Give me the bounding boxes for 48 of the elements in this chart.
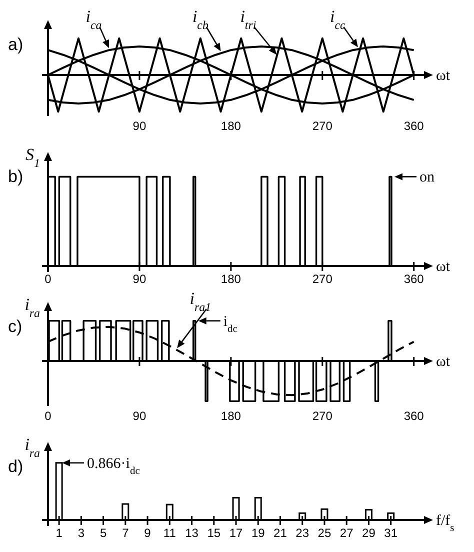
- x-axis-title: ωt: [436, 68, 451, 84]
- series-label: i$_{cc}$: [330, 7, 346, 32]
- x-tick-label: 1: [56, 526, 63, 540]
- y-axis-title: i$_{ra}$: [24, 435, 40, 460]
- x-tick-label: 270: [312, 119, 333, 133]
- x-tick-label: 180: [220, 409, 242, 423]
- x-axis-title: f/f$_{s}$: [436, 513, 454, 534]
- chart-title: b): [8, 167, 24, 186]
- x-tick-label: 360: [404, 272, 424, 286]
- x-tick-label: 360: [404, 119, 424, 133]
- x-tick-label: 270: [312, 409, 333, 423]
- x-tick-label: 9: [144, 526, 152, 540]
- x-tick-label: 21: [274, 526, 288, 540]
- chart-title: a): [8, 35, 24, 54]
- x-tick-label: 25: [318, 526, 332, 540]
- x-tick-label: 11: [163, 526, 176, 540]
- series-label: i$_{tri}$: [240, 7, 256, 32]
- x-tick-label: 7: [122, 526, 130, 540]
- annotation: 0.866·i$_{dc}$: [87, 456, 140, 476]
- x-tick-label: 180: [220, 119, 242, 133]
- x-tick-label: 90: [132, 272, 146, 286]
- text: i$_{ra1}$: [190, 289, 212, 314]
- chart-title: c): [8, 317, 22, 336]
- x-tick-label: 31: [384, 526, 398, 540]
- x-tick-label: 17: [229, 526, 243, 540]
- x-tick-label: 270: [312, 272, 333, 286]
- chart-title: d): [8, 457, 24, 476]
- x-tick-label: 0: [44, 409, 52, 423]
- x-axis-title: ωt: [436, 354, 451, 370]
- x-tick-label: 3: [78, 526, 85, 540]
- x-tick-label: 0: [44, 272, 52, 286]
- x-tick-label: 5: [100, 526, 107, 540]
- x-tick-label: 360: [404, 409, 424, 423]
- x-axis-title: ωt: [436, 259, 451, 275]
- x-tick-label: 29: [362, 526, 376, 540]
- x-tick-label: 180: [220, 272, 242, 286]
- x-tick-label: 15: [207, 526, 221, 540]
- series-label: i$_{cb}$: [192, 7, 208, 32]
- x-tick-label: 90: [132, 409, 146, 423]
- y-axis-title: i$_{ra}$: [24, 295, 40, 320]
- annotation: on: [419, 170, 435, 186]
- x-tick-label: 90: [132, 119, 146, 133]
- x-tick-label: 23: [296, 526, 310, 540]
- x-tick-label: 13: [185, 526, 199, 540]
- x-tick-label: 19: [251, 526, 266, 540]
- x-tick-label: 27: [340, 526, 354, 540]
- y-axis-title: S$_{1}$: [26, 145, 40, 170]
- annotation: i$_{dc}$: [223, 314, 238, 334]
